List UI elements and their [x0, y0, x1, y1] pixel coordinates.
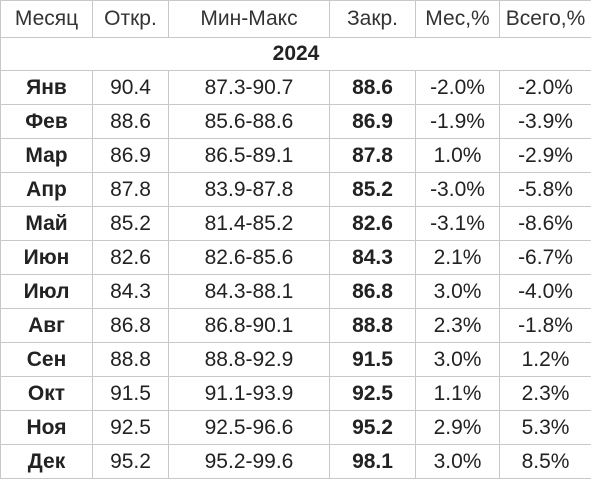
forecast-table: Месяц Откр. Мин-Макс Закр. Мес,% Всего,%…: [0, 0, 591, 479]
min-max-cell: 95.2-99.6: [168, 444, 330, 479]
year-label: 2024: [0, 37, 591, 71]
total-change-cell: -8.6%: [499, 206, 591, 241]
table-header: Месяц Откр. Мин-Макс Закр. Мес,% Всего,%: [0, 0, 591, 38]
month-cell: Ноя: [0, 410, 93, 445]
month-cell: Авг: [0, 308, 93, 343]
min-max-cell: 91.1-93.9: [168, 376, 330, 411]
open-cell: 85.2: [92, 206, 169, 241]
open-cell: 84.3: [92, 274, 169, 309]
table-row: Сен 88.8 88.8-92.9 91.5 3.0% 1.2%: [0, 342, 591, 377]
header-row: Месяц Откр. Мин-Макс Закр. Мес,% Всего,%: [0, 0, 591, 38]
open-cell: 91.5: [92, 376, 169, 411]
month-change-cell: -2.0%: [415, 70, 500, 105]
open-cell: 92.5: [92, 410, 169, 445]
table-row: Окт 91.5 91.1-93.9 92.5 1.1% 2.3%: [0, 376, 591, 411]
table-row: Ноя 92.5 92.5-96.6 95.2 2.9% 5.3%: [0, 410, 591, 445]
total-change-cell: -2.0%: [499, 70, 591, 105]
total-change-cell: -2.9%: [499, 138, 591, 173]
year-row: 2024: [0, 37, 591, 71]
min-max-cell: 86.5-89.1: [168, 138, 330, 173]
month-cell: Июл: [0, 274, 93, 309]
close-cell: 95.2: [329, 410, 416, 445]
min-max-cell: 86.8-90.1: [168, 308, 330, 343]
open-cell: 87.8: [92, 172, 169, 207]
total-change-cell: -6.7%: [499, 240, 591, 275]
month-cell: Янв: [0, 70, 93, 105]
month-cell: Сен: [0, 342, 93, 377]
close-cell: 86.9: [329, 104, 416, 139]
min-max-cell: 88.8-92.9: [168, 342, 330, 377]
total-change-cell: 2.3%: [499, 376, 591, 411]
month-change-cell: -3.0%: [415, 172, 500, 207]
min-max-cell: 84.3-88.1: [168, 274, 330, 309]
min-max-cell: 82.6-85.6: [168, 240, 330, 275]
total-change-cell: -1.8%: [499, 308, 591, 343]
min-max-cell: 87.3-90.7: [168, 70, 330, 105]
table-row: Июл 84.3 84.3-88.1 86.8 3.0% -4.0%: [0, 274, 591, 309]
min-max-cell: 85.6-88.6: [168, 104, 330, 139]
open-cell: 82.6: [92, 240, 169, 275]
header-month: Месяц: [0, 0, 93, 38]
month-cell: Май: [0, 206, 93, 241]
header-min-max: Мин-Макс: [168, 0, 330, 38]
close-cell: 87.8: [329, 138, 416, 173]
close-cell: 85.2: [329, 172, 416, 207]
close-cell: 98.1: [329, 444, 416, 479]
month-change-cell: 2.1%: [415, 240, 500, 275]
close-cell: 88.8: [329, 308, 416, 343]
total-change-cell: -4.0%: [499, 274, 591, 309]
total-change-cell: 1.2%: [499, 342, 591, 377]
min-max-cell: 83.9-87.8: [168, 172, 330, 207]
table-row: Янв 90.4 87.3-90.7 88.6 -2.0% -2.0%: [0, 70, 591, 105]
table-row: Июн 82.6 82.6-85.6 84.3 2.1% -6.7%: [0, 240, 591, 275]
close-cell: 88.6: [329, 70, 416, 105]
table-row: Дек 95.2 95.2-99.6 98.1 3.0% 8.5%: [0, 444, 591, 479]
table-body: 2024 Янв 90.4 87.3-90.7 88.6 -2.0% -2.0% Фев 88…: [0, 37, 591, 479]
month-change-cell: 2.3%: [415, 308, 500, 343]
month-change-cell: 3.0%: [415, 444, 500, 479]
header-open: Откр.: [92, 0, 169, 38]
close-cell: 84.3: [329, 240, 416, 275]
min-max-cell: 81.4-85.2: [168, 206, 330, 241]
open-cell: 88.8: [92, 342, 169, 377]
month-change-cell: 3.0%: [415, 342, 500, 377]
month-cell: Июн: [0, 240, 93, 275]
month-cell: Фев: [0, 104, 93, 139]
month-change-cell: 2.9%: [415, 410, 500, 445]
table-row: Апр 87.8 83.9-87.8 85.2 -3.0% -5.8%: [0, 172, 591, 207]
header-month-percent: Мес,%: [415, 0, 500, 38]
month-change-cell: 1.1%: [415, 376, 500, 411]
table-row: Мар 86.9 86.5-89.1 87.8 1.0% -2.9%: [0, 138, 591, 173]
open-cell: 86.9: [92, 138, 169, 173]
min-max-cell: 92.5-96.6: [168, 410, 330, 445]
close-cell: 91.5: [329, 342, 416, 377]
table-row: Май 85.2 81.4-85.2 82.6 -3.1% -8.6%: [0, 206, 591, 241]
total-change-cell: 5.3%: [499, 410, 591, 445]
header-total-percent: Всего,%: [499, 0, 591, 38]
header-close: Закр.: [329, 0, 416, 38]
open-cell: 86.8: [92, 308, 169, 343]
month-cell: Апр: [0, 172, 93, 207]
open-cell: 88.6: [92, 104, 169, 139]
total-change-cell: -3.9%: [499, 104, 591, 139]
month-cell: Мар: [0, 138, 93, 173]
month-change-cell: 1.0%: [415, 138, 500, 173]
close-cell: 82.6: [329, 206, 416, 241]
open-cell: 95.2: [92, 444, 169, 479]
open-cell: 90.4: [92, 70, 169, 105]
total-change-cell: -5.8%: [499, 172, 591, 207]
table-row: Фев 88.6 85.6-88.6 86.9 -1.9% -3.9%: [0, 104, 591, 139]
month-change-cell: -3.1%: [415, 206, 500, 241]
month-change-cell: -1.9%: [415, 104, 500, 139]
month-cell: Дек: [0, 444, 93, 479]
month-change-cell: 3.0%: [415, 274, 500, 309]
total-change-cell: 8.5%: [499, 444, 591, 479]
table-row: Авг 86.8 86.8-90.1 88.8 2.3% -1.8%: [0, 308, 591, 343]
close-cell: 86.8: [329, 274, 416, 309]
close-cell: 92.5: [329, 376, 416, 411]
month-cell: Окт: [0, 376, 93, 411]
